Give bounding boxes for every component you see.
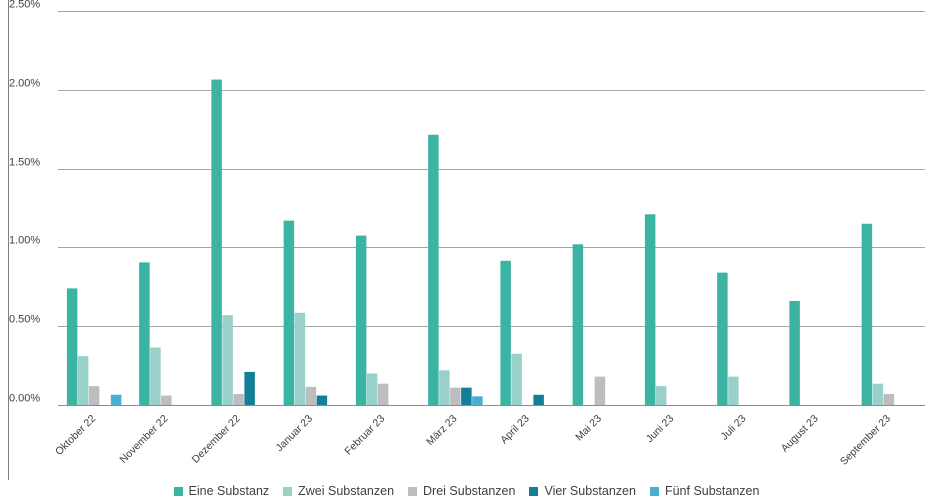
bar xyxy=(789,300,800,405)
x-tick-label: Oktober 22 xyxy=(53,413,98,458)
bar xyxy=(305,386,317,405)
bar xyxy=(139,262,150,405)
x-tick-label: Mai 23 xyxy=(573,413,604,444)
bar xyxy=(316,395,328,405)
bar xyxy=(461,387,472,405)
bar xyxy=(355,235,367,405)
x-tick-label: Juli 23 xyxy=(719,413,749,443)
bar xyxy=(644,214,656,405)
bars xyxy=(66,79,895,405)
y-tick-label: 0.00% xyxy=(9,393,40,405)
legend-item: Drei Substanzen xyxy=(408,484,515,498)
legend-item: Vier Substanzen xyxy=(529,484,636,498)
bar xyxy=(244,371,255,405)
legend-label: Eine Substanz xyxy=(188,484,270,498)
x-tick-label: Juni 23 xyxy=(644,413,677,446)
bar xyxy=(211,79,222,405)
x-tick-label: Januar 23 xyxy=(273,413,315,455)
legend-item: Zwei Substanzen xyxy=(283,484,394,498)
x-tick-label: Dezember 22 xyxy=(190,413,243,466)
legend-swatch xyxy=(283,486,293,496)
y-tick-label: 0.50% xyxy=(9,314,40,326)
bar xyxy=(500,260,511,405)
x-tick-label: April 23 xyxy=(498,413,532,447)
bar xyxy=(728,376,739,405)
legend-swatch xyxy=(408,486,418,496)
bar xyxy=(294,312,306,405)
grid-lines xyxy=(58,11,925,406)
bar xyxy=(883,393,895,405)
y-axis-ticks: 0.00% 0.50% 1.00% 1.50% 2.00% 2.50% xyxy=(9,0,40,405)
y-tick-label: 2.00% xyxy=(9,78,40,90)
x-tick-label: März 23 xyxy=(424,413,459,448)
bar xyxy=(88,386,100,405)
x-tick-label: August 23 xyxy=(779,413,821,455)
x-tick-label: November 22 xyxy=(117,413,170,466)
bar xyxy=(161,395,172,405)
y-tick-label: 2.50% xyxy=(9,0,40,11)
legend-label: Vier Substanzen xyxy=(544,484,636,498)
y-tick-label: 1.50% xyxy=(9,157,40,169)
bar xyxy=(439,370,450,405)
bar xyxy=(655,386,667,405)
legend-label: Fünf Substanzen xyxy=(664,484,760,498)
bar xyxy=(511,353,522,405)
legend-item: Eine Substanz xyxy=(173,484,270,498)
bar xyxy=(572,244,584,405)
x-tick-label: September 23 xyxy=(838,413,893,468)
bar xyxy=(377,383,389,405)
legend-label: Zwei Substanzen xyxy=(298,484,395,498)
x-tick-label: Februar 23 xyxy=(342,413,387,458)
bar xyxy=(450,387,461,405)
legend-swatch xyxy=(529,486,539,496)
bar xyxy=(222,315,233,405)
x-axis-ticks: Oktober 22 November 22 Dezember 22 Januar 2… xyxy=(53,413,893,468)
bar xyxy=(594,376,606,405)
bar xyxy=(872,383,884,405)
bar xyxy=(233,393,244,405)
bar xyxy=(66,288,78,405)
bar xyxy=(110,394,122,405)
legend: Eine Substanz Zwei Substanzen Drei Substan… xyxy=(0,480,933,502)
y-tick-label: 1.00% xyxy=(9,235,40,247)
legend-label: Drei Substanzen xyxy=(423,484,516,498)
bar xyxy=(861,223,873,405)
bar xyxy=(283,220,295,405)
legend-item: Fünf Substanzen xyxy=(649,484,760,498)
bar xyxy=(77,356,89,405)
bar xyxy=(366,373,378,405)
bar xyxy=(150,347,161,405)
bar xyxy=(717,272,728,405)
bar xyxy=(533,394,544,405)
bar xyxy=(472,396,483,405)
bar xyxy=(428,134,439,405)
legend-swatch xyxy=(173,486,183,496)
legend-swatch xyxy=(649,486,659,496)
